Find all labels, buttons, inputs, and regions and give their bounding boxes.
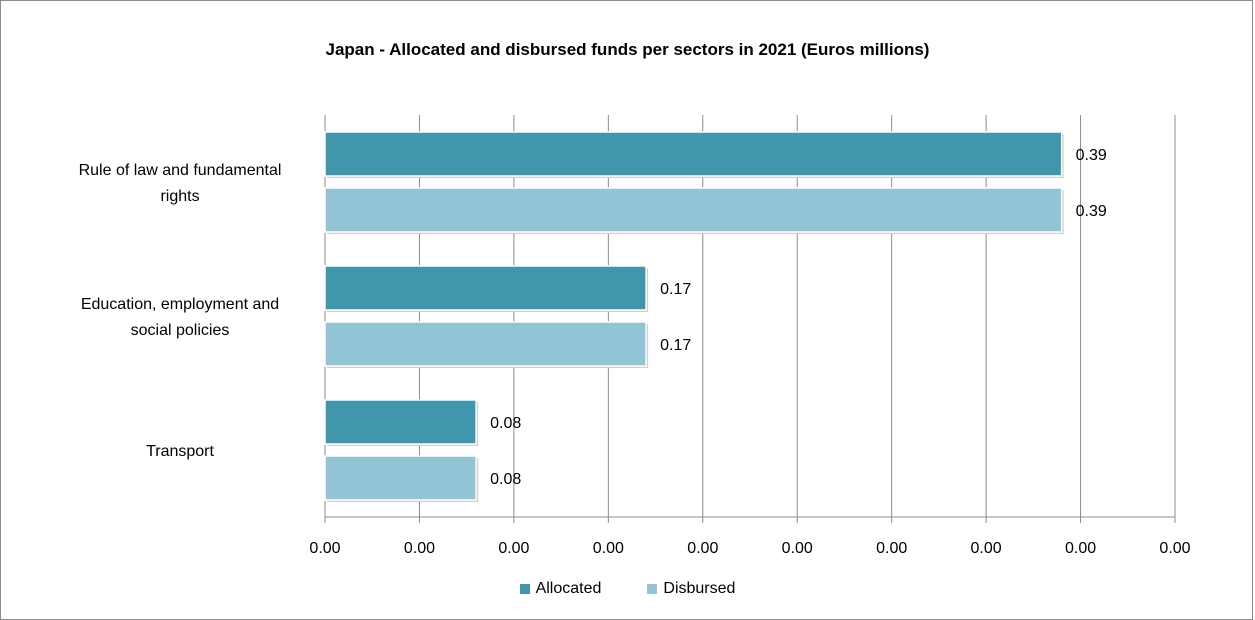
- value-labels: 0.39 0.39 0.17 0.17 0.08 0.08: [490, 147, 1107, 488]
- data-label: 0.08: [490, 415, 521, 432]
- category-label: Education, employment and social policies: [81, 296, 279, 339]
- bar-disbursed: [324, 455, 477, 501]
- category-label-line: Rule of law and fundamental: [79, 162, 282, 179]
- data-label: 0.39: [1076, 203, 1107, 220]
- data-label: 0.08: [490, 471, 521, 488]
- x-tick-label: 0.00: [687, 540, 718, 557]
- bar-allocated: [324, 131, 1063, 177]
- legend-item-allocated: Allocated: [519, 577, 602, 601]
- x-tick-label: 0.00: [782, 540, 813, 557]
- x-tick-labels: 0.00 0.00 0.00 0.00 0.00 0.00 0.00 0.00 0.00 0.00: [309, 540, 1190, 557]
- legend-label-disbursed: Disbursed: [663, 580, 736, 597]
- bar-disbursed: [324, 187, 1063, 233]
- legend-swatch-disbursed: [647, 584, 658, 594]
- x-tick-label: 0.00: [1159, 540, 1190, 557]
- x-tick-label: 0.00: [876, 540, 907, 557]
- category-label: Rule of law and fundamental rights: [79, 162, 282, 205]
- legend: Allocated Disbursed: [0, 577, 1255, 601]
- data-label: 0.17: [660, 281, 691, 298]
- legend-item-disbursed: Disbursed: [647, 577, 735, 601]
- x-tick-label: 0.00: [309, 540, 340, 557]
- legend-label-allocated: Allocated: [535, 580, 602, 597]
- bar-chart: 0.39 0.39 0.17 0.17 0.08 0.08 Rule of law and…: [79, 115, 1191, 557]
- category-labels: Rule of law and fundamental rights Educati…: [79, 162, 282, 460]
- legend-swatch-allocated: [519, 584, 530, 594]
- category-label-line: Transport: [146, 443, 214, 460]
- bar-allocated: [324, 265, 647, 311]
- data-label: 0.39: [1076, 147, 1107, 164]
- x-tick-label: 0.00: [593, 540, 624, 557]
- bars-group: [324, 131, 1064, 502]
- x-tick-label: 0.00: [498, 540, 529, 557]
- x-tick-label: 0.00: [404, 540, 435, 557]
- category-label: Transport: [146, 443, 214, 460]
- bar-allocated: [324, 399, 477, 445]
- bar-disbursed: [324, 321, 647, 367]
- category-label-line: social policies: [131, 322, 230, 339]
- chart-title: Japan - Allocated and disbursed funds pe…: [325, 40, 930, 59]
- x-tick-label: 0.00: [971, 540, 1002, 557]
- grid-lines: [324, 115, 1176, 523]
- category-label-line: rights: [160, 188, 199, 205]
- category-label-line: Education, employment and: [81, 296, 279, 313]
- x-tick-label: 0.00: [1065, 540, 1096, 557]
- data-label: 0.17: [660, 337, 691, 354]
